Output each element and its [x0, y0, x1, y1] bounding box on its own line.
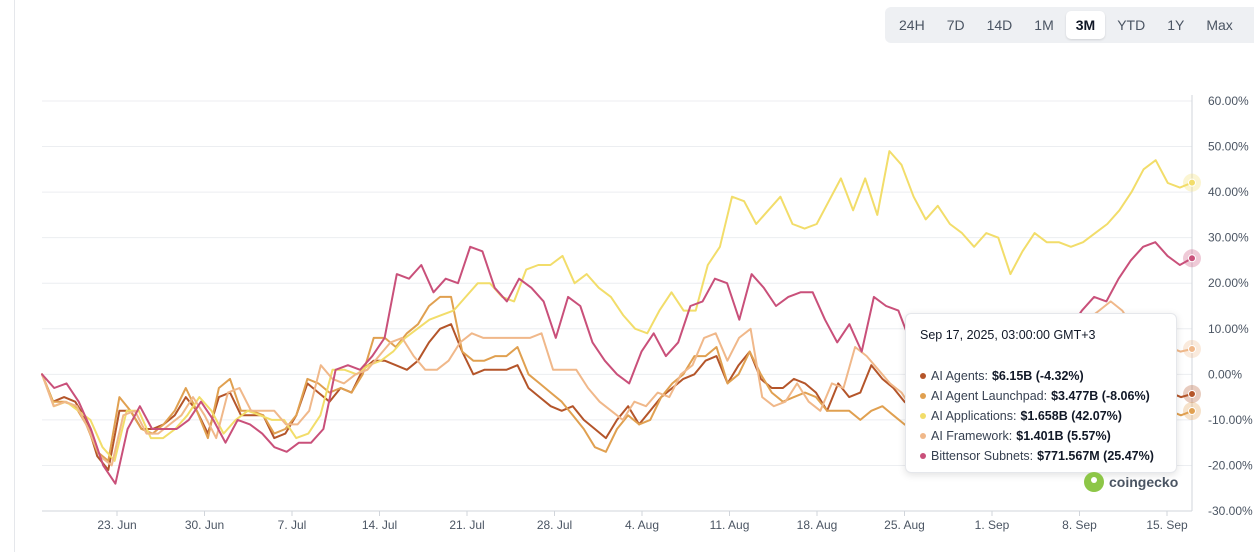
tooltip-value: $6.15B (-4.32%) — [991, 369, 1084, 383]
x-tick-label: 21. Jul — [449, 518, 484, 532]
x-tick-label: 14. Jul — [362, 518, 397, 532]
tooltip-value: $1.401B (5.57%) — [1016, 429, 1111, 443]
left-border — [14, 0, 15, 552]
range-1m-button[interactable]: 1M — [1024, 11, 1063, 39]
series-color-dot — [920, 433, 926, 439]
marker-point-ai-applications — [1188, 178, 1196, 187]
time-range-selector: 24H 7D 14D 1M 3M YTD 1Y Max — [885, 7, 1254, 43]
marker-point-ai-framework — [1188, 344, 1196, 353]
range-7d-button[interactable]: 7D — [937, 11, 975, 39]
hover-markers — [1183, 173, 1201, 421]
y-tick-label: -20.00% — [1208, 458, 1253, 472]
y-tick-label: 40.00% — [1208, 185, 1249, 199]
series-color-dot — [920, 393, 926, 399]
logo-text: coingecko — [1109, 474, 1179, 490]
x-tick-label: 18. Aug — [797, 518, 838, 532]
y-tick-label: 50.00% — [1208, 140, 1249, 154]
x-tick-label: 15. Sep — [1146, 518, 1188, 532]
tooltip-row-ai-agent-launchpad: AI Agent Launchpad: $3.477B (-8.06%) — [920, 386, 1162, 406]
range-14d-button[interactable]: 14D — [977, 11, 1023, 39]
x-tick-label: 11. Aug — [710, 518, 750, 532]
gecko-icon — [1084, 472, 1104, 492]
x-tick-label: 1. Sep — [975, 518, 1010, 532]
marker-point-ai-agent-launchpad — [1188, 407, 1196, 416]
y-tick-label: 30.00% — [1208, 231, 1249, 245]
tooltip-row-ai-framework: AI Framework: $1.401B (5.57%) — [920, 426, 1162, 446]
series-color-dot — [920, 453, 926, 459]
tooltip-row-bittensor-subnets: Bittensor Subnets: $771.567M (25.47%) — [920, 446, 1162, 466]
y-tick-label: -30.00% — [1208, 504, 1253, 518]
x-tick-label: 30. Jun — [185, 518, 224, 532]
tooltip-date: Sep 17, 2025, 03:00:00 GMT+3 — [920, 328, 1096, 342]
chart-tooltip: Sep 17, 2025, 03:00:00 GMT+3 AI Agents: … — [905, 313, 1177, 473]
x-tick-label: 4. Aug — [625, 518, 659, 532]
tooltip-row-ai-applications: AI Applications: $1.658B (42.07%) — [920, 406, 1162, 426]
range-ytd-button[interactable]: YTD — [1107, 11, 1155, 39]
tooltip-label: Bittensor Subnets: — [931, 449, 1034, 463]
tooltip-label: AI Agents: — [931, 369, 988, 383]
y-tick-label: 20.00% — [1208, 276, 1249, 290]
tooltip-row-ai-agents: AI Agents: $6.15B (-4.32%) — [920, 366, 1162, 386]
range-24h-button[interactable]: 24H — [889, 11, 935, 39]
tooltip-value: $3.477B (-8.06%) — [1051, 389, 1150, 403]
axes: 60.00% 50.00% 40.00% 30.00% 20.00% 10.00% 0.00… — [42, 94, 1253, 532]
series-line-ai-applications — [41, 150, 1193, 462]
range-1y-button[interactable]: 1Y — [1157, 11, 1194, 39]
x-tick-label: 8. Sep — [1062, 518, 1097, 532]
x-tick-label: 25. Aug — [884, 518, 925, 532]
coingecko-logo: coingecko — [1084, 472, 1178, 492]
range-3m-button[interactable]: 3M — [1065, 11, 1106, 39]
x-tick-label: 28. Jul — [537, 518, 572, 532]
tooltip-label: AI Agent Launchpad: — [931, 389, 1048, 403]
x-tick-label: 23. Jun — [97, 518, 136, 532]
tooltip-value: $771.567M (25.47%) — [1037, 449, 1154, 463]
y-tick-label: 60.00% — [1208, 94, 1249, 108]
tooltip-label: AI Framework: — [931, 429, 1013, 443]
y-tick-label: -10.00% — [1208, 413, 1253, 427]
series-color-dot — [920, 373, 926, 379]
marker-point-ai-agents — [1188, 390, 1196, 399]
series-color-dot — [920, 413, 926, 419]
x-tick-label: 7. Jul — [278, 518, 307, 532]
y-tick-label: 0.00% — [1208, 367, 1242, 381]
tooltip-label: AI Applications: — [931, 409, 1017, 423]
marker-point-bittensor-subnets — [1188, 254, 1196, 263]
y-tick-label: 10.00% — [1208, 322, 1249, 336]
tooltip-value: $1.658B (42.07%) — [1020, 409, 1122, 423]
range-max-button[interactable]: Max — [1196, 11, 1242, 39]
